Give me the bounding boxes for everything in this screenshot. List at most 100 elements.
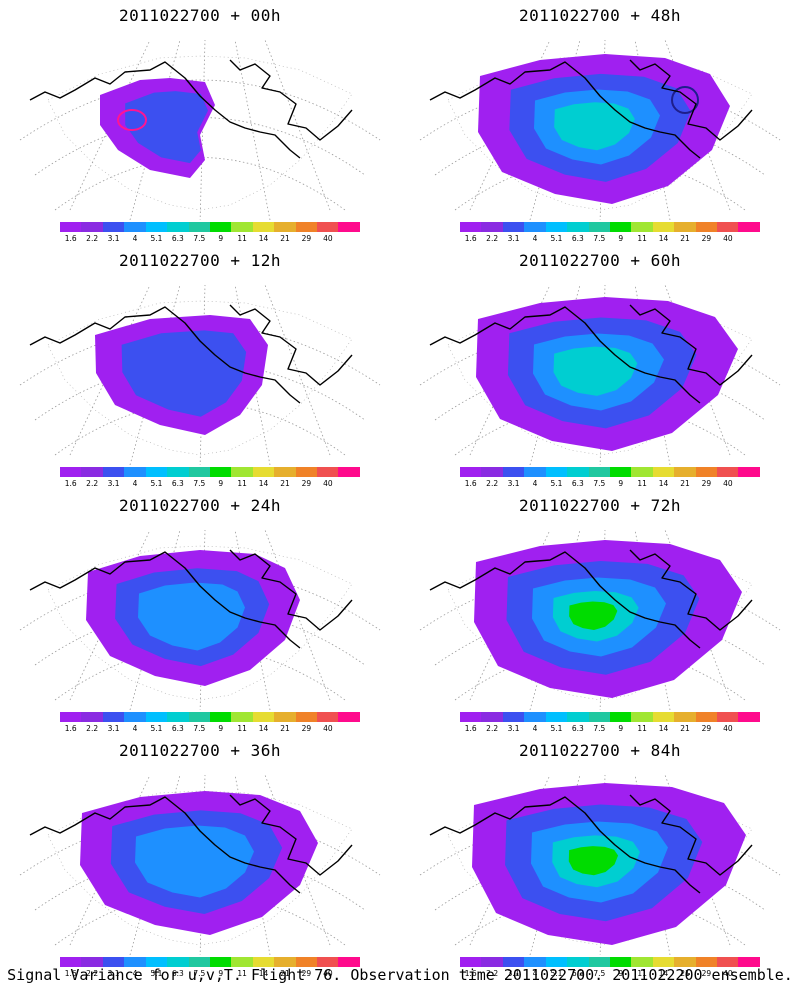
colorbar-labels: 1.6 2.2 3.1 4 5.1 6.3 7.5 9 11 14 21 29 40 [60, 969, 360, 979]
colorbar-swatch [545, 957, 568, 967]
colorbar-tick-label: 21 [680, 234, 690, 243]
graticule-line [19, 79, 381, 141]
panel-title: 2011022700 + 36h [118, 741, 282, 760]
colorbar-tick-label: 5.1 [550, 969, 563, 978]
colorbar-tick-label: 11 [637, 724, 647, 733]
colorbar-swatch [609, 712, 632, 722]
colorbar-tick-label: 3.1 [507, 969, 520, 978]
coastline [629, 794, 753, 876]
colorbar-swatch [738, 712, 760, 722]
colorbar-tick-label: 1.6 [464, 969, 477, 978]
colorbar [460, 957, 760, 967]
colorbar-swatch [295, 957, 318, 967]
colorbar-swatch [460, 712, 482, 722]
colorbar-tick-label: 2.2 [486, 724, 499, 733]
colorbar-tick-label: 21 [680, 724, 690, 733]
colorbar-tick-label: 4 [532, 724, 538, 733]
colorbar-swatch [652, 222, 675, 232]
colorbar-swatch [209, 957, 232, 967]
colorbar-swatch [609, 222, 632, 232]
graticule-line [264, 284, 331, 456]
variance-map [19, 774, 381, 955]
colorbar-tick-label: 6.3 [571, 234, 584, 243]
domain-outline [447, 55, 753, 211]
colorbar-tick-label: 14 [658, 969, 669, 978]
coastline [29, 306, 301, 404]
coastline [429, 551, 701, 649]
colorbar-labels: 1.6 2.2 3.1 4 5.1 6.3 7.5 9 11 14 21 29 40 [460, 479, 760, 489]
colorbar-swatch [588, 712, 610, 722]
colorbar-tick-label: 11 [637, 479, 647, 488]
colorbar-tick-label: 1.6 [464, 234, 477, 243]
map-panel: 2011022700 + 72h 1.6 2.2 3.1 4 5.1 6.3 7.5 9 11 14… [400, 490, 800, 735]
colorbar-tick-label: 5.1 [550, 234, 563, 243]
colorbar-tick-label: 29 [701, 724, 712, 733]
colorbar-swatch [317, 222, 339, 232]
figure-caption: Signal Variance for u,v,T. Flight 76. Ob… [7, 966, 793, 984]
colorbar-tick-label: 2.2 [86, 479, 99, 488]
coastline [229, 304, 353, 386]
colorbar-swatch [167, 222, 189, 232]
colorbar-swatch [252, 222, 275, 232]
colorbar-swatch [124, 467, 146, 477]
colorbar-swatch [188, 222, 210, 232]
colorbar-tick-label: 2.2 [86, 724, 99, 733]
colorbar-swatch [609, 957, 632, 967]
colorbar-swatch [524, 222, 546, 232]
colorbar-swatch [545, 712, 568, 722]
colorbar-swatch [695, 467, 718, 477]
colorbar-labels: 1.6 2.2 3.1 4 5.1 6.3 7.5 9 11 14 21 29 40 [60, 479, 360, 489]
colorbar-tick-label: 6.3 [171, 969, 184, 978]
variance-contour [553, 346, 638, 396]
colorbar-tick-label: 29 [301, 724, 312, 733]
domain-outline [47, 55, 353, 211]
colorbar-swatch [674, 222, 696, 232]
coastline [229, 59, 353, 141]
colorbar-swatch [738, 467, 760, 477]
colorbar-tick-label: 6.3 [171, 724, 184, 733]
colorbar-swatch [317, 957, 339, 967]
colorbar-swatch [460, 957, 482, 967]
colorbar-swatch [317, 467, 339, 477]
colorbar-tick-label: 6.3 [571, 969, 584, 978]
colorbar-swatch [502, 467, 525, 477]
colorbar-tick-label: 21 [280, 234, 290, 243]
variance-map [419, 529, 781, 710]
colorbar-tick-label: 14 [658, 479, 669, 488]
domain-outline [47, 545, 353, 701]
colorbar-swatch [209, 222, 232, 232]
variance-map [419, 774, 781, 955]
colorbar-tick-label: 4 [132, 724, 138, 733]
colorbar-swatch [145, 712, 168, 722]
colorbar-swatch [60, 467, 82, 477]
coastline [429, 61, 701, 159]
colorbar-swatch [102, 222, 125, 232]
colorbar-swatch [338, 712, 360, 722]
colorbar-swatch [317, 712, 339, 722]
colorbar-tick-label: 14 [258, 969, 269, 978]
colorbar-swatch [695, 712, 718, 722]
coastline [629, 59, 753, 141]
colorbar-tick-label: 3.1 [107, 479, 120, 488]
colorbar-swatch [81, 712, 103, 722]
map-panel: 2011022700 + 84h 1.6 2.2 3.1 4 5.1 6.3 7.5 9 11 14… [400, 735, 800, 980]
colorbar-tick-label: 1.6 [64, 969, 77, 978]
colorbar-swatch [145, 467, 168, 477]
colorbar-swatch [588, 957, 610, 967]
colorbar-tick-label: 2.2 [86, 969, 99, 978]
graticule-line [69, 39, 151, 211]
colorbar-tick-label: 40 [323, 479, 333, 488]
colorbar-swatch [481, 957, 503, 967]
domain-outline [47, 300, 353, 456]
colorbar-labels: 1.6 2.2 3.1 4 5.1 6.3 7.5 9 11 14 21 29 40 [60, 724, 360, 734]
colorbar-swatch [295, 712, 318, 722]
colorbar [60, 467, 360, 477]
colorbar-tick-label: 11 [237, 479, 247, 488]
colorbar-swatch [252, 467, 275, 477]
colorbar-tick-label: 9 [218, 479, 224, 488]
colorbar-swatch [231, 222, 253, 232]
colorbar-tick-label: 4 [532, 969, 538, 978]
colorbar-tick-label: 29 [301, 234, 312, 243]
colorbar-tick-label: 1.6 [64, 234, 77, 243]
colorbar-tick-label: 6.3 [171, 479, 184, 488]
